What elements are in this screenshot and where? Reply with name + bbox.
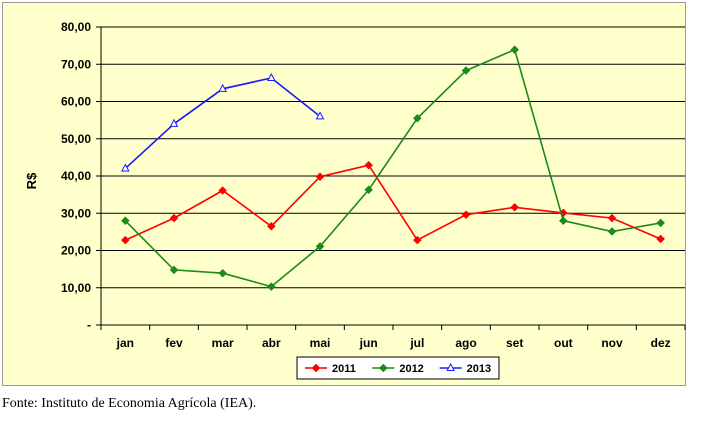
x-tick-label-abr: abr <box>262 336 281 350</box>
point-2011-abr <box>266 221 276 231</box>
y-tick-label-5: 50,00 <box>61 132 91 146</box>
legend-label-2011: 2011 <box>332 363 356 375</box>
point-2013-mai <box>315 111 325 120</box>
source-caption: Fonte: Instituto de Economia Agrícola (I… <box>2 396 257 411</box>
point-2012-jun <box>364 185 374 195</box>
legend-label-2013: 2013 <box>467 363 491 375</box>
x-tick-label-ago: ago <box>455 336 476 350</box>
series-2012 <box>120 45 666 291</box>
point-2012-abr <box>266 282 276 291</box>
point-2011-jan <box>120 235 130 245</box>
y-tick-label-0: - <box>87 318 91 332</box>
x-tick-label-jul: jul <box>409 336 424 350</box>
legend-marker-2013 <box>446 362 456 371</box>
y-tick-label-1: 10,00 <box>61 281 91 295</box>
legend-item-2012: 2012 <box>372 363 424 375</box>
point-2012-jul <box>412 113 422 123</box>
point-2013-fev <box>169 118 179 127</box>
point-2013-abr <box>266 72 276 82</box>
y-tick-label-8: 80,00 <box>61 20 91 34</box>
y-tick-label-6: 60,00 <box>61 95 91 109</box>
point-2012-fev <box>169 265 179 275</box>
point-2011-jul <box>412 235 422 245</box>
point-2011-mai <box>315 172 325 182</box>
gridlines <box>100 26 685 326</box>
point-2012-nov <box>607 227 617 236</box>
point-2012-out <box>558 216 568 226</box>
y-tick-label-2: 20,00 <box>61 244 91 258</box>
y-axis-label: R$ <box>24 172 39 189</box>
legend-item-2011: 2011 <box>305 363 356 375</box>
legend-label-2012: 2012 <box>399 363 423 375</box>
x-tick-label-fev: fev <box>165 336 183 350</box>
series-line-2011 <box>124 164 662 242</box>
series-line-2012 <box>124 48 661 288</box>
point-2012-mar <box>218 268 228 278</box>
legend-marker-2011 <box>311 363 321 373</box>
point-2012-mai <box>315 242 325 251</box>
line-chart: - 10,00 20,00 30,00 40,00 50,00 60,00 70,00 80,0… <box>24 20 686 380</box>
x-tick-label-out: out <box>554 336 573 350</box>
legend-marker-2012 <box>378 363 388 373</box>
x-tick-label-jan: jan <box>116 336 134 350</box>
x-tick-label-jun: jun <box>359 336 378 350</box>
point-2012-dez <box>656 218 666 228</box>
chart-frame: - 10,00 20,00 30,00 40,00 50,00 60,00 70,00 80,0… <box>2 2 686 386</box>
legend: 2011 2012 2013 <box>296 356 500 380</box>
y-tick-label-7: 70,00 <box>61 57 91 71</box>
point-2012-ago <box>461 66 471 75</box>
point-2011-ago <box>461 210 471 220</box>
x-tick-label-set: set <box>506 336 523 350</box>
series-2013 <box>120 72 325 172</box>
point-2011-jun <box>364 160 374 170</box>
series-2011 <box>120 160 666 245</box>
point-2011-fev <box>169 213 179 223</box>
x-tick-label-mar: mar <box>212 336 234 350</box>
point-2011-dez <box>656 234 666 244</box>
y-tick-label-3: 30,00 <box>61 206 91 220</box>
x-tick-label-mai: mai <box>310 336 331 350</box>
point-2011-nov <box>607 213 617 223</box>
legend-box <box>296 356 500 380</box>
y-tick-label-4: 40,00 <box>61 169 91 183</box>
point-2011-set <box>510 202 520 212</box>
point-2012-jan <box>120 216 130 226</box>
x-tick-label-nov: nov <box>601 336 623 350</box>
point-2011-mar <box>218 186 228 195</box>
point-2013-jan <box>120 163 130 172</box>
point-2013-mar <box>218 83 228 92</box>
series <box>120 45 666 291</box>
x-axis-ticks: jan fev mar abr mai jun jul ago set out nov dez <box>100 325 686 350</box>
y-axis-ticks: - 10,00 20,00 30,00 40,00 50,00 60,00 70,00 80,0… <box>61 20 101 332</box>
point-2012-set <box>510 45 520 55</box>
legend-item-2013: 2013 <box>439 362 491 375</box>
x-tick-label-dez: dez <box>651 336 671 350</box>
